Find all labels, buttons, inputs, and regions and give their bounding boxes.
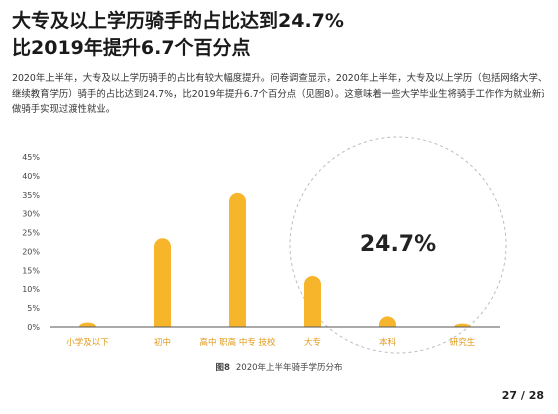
x-tick-label: 小学及以下 — [66, 337, 109, 348]
page-number: 27 / 28 — [501, 389, 544, 402]
highlight-circle — [289, 136, 507, 354]
bar — [79, 322, 96, 327]
y-tick-label: 25% — [22, 229, 40, 238]
body-paragraph: 2020年上半年，大专及以上学历骑手的占比有较大幅度提升。问卷调查显示，2020… — [12, 71, 544, 118]
y-tick-label: 45% — [22, 153, 40, 162]
y-tick-label: 40% — [22, 172, 40, 181]
y-tick-label: 35% — [22, 191, 40, 200]
y-tick-label: 5% — [27, 304, 40, 313]
body-line-2: 继续教育学历）骑手的占比达到24.7%，比2019年提升6.7个百分点（见图8）… — [12, 88, 544, 100]
highlight-value: 24.7% — [360, 232, 436, 257]
x-tick-label: 初中 — [154, 337, 171, 348]
y-tick-label: 15% — [22, 266, 40, 275]
bar — [454, 323, 471, 327]
y-tick-label: 10% — [22, 285, 40, 294]
figure-caption-text: 2020年上半年骑手学历分布 — [235, 363, 343, 373]
x-tick-label: 本科 — [379, 337, 397, 348]
body-line-1: 2020年上半年，大专及以上学历骑手的占比有较大幅度提升。问卷调查显示，2020… — [12, 73, 544, 84]
title-line-1: 大专及以上学历骑手的占比达到24.7% — [12, 10, 344, 32]
x-tick-label: 大专 — [304, 337, 321, 348]
y-tick-label: 20% — [22, 247, 40, 256]
title-line-2: 比2019年提升6.7个百分点 — [12, 37, 251, 59]
page-title: 大专及以上学历骑手的占比达到24.7% 比2019年提升6.7个百分点 — [12, 8, 542, 62]
bar — [229, 192, 246, 327]
bar — [304, 276, 321, 327]
figure-number: 图8 — [215, 363, 230, 373]
x-tick-label: 高中 职高 中专 技校 — [199, 337, 276, 348]
x-tick-label: 研究生 — [450, 337, 476, 348]
bars — [79, 192, 471, 327]
y-tick-label: 30% — [22, 210, 40, 219]
bar — [154, 238, 171, 327]
y-tick-label: 0% — [27, 323, 40, 332]
x-axis-labels: 小学及以下 初中 高中 职高 中专 技校 大专 本科 研究生 — [66, 337, 476, 348]
figure-caption: 图8 2020年上半年骑手学历分布 — [0, 361, 558, 373]
bar — [379, 316, 396, 327]
body-line-3: 做骑手实现过渡性就业。 — [12, 104, 116, 115]
y-axis-ticks: 0% 5% 10% 15% 20% 25% 30% 35% 40% 45% — [22, 153, 40, 332]
